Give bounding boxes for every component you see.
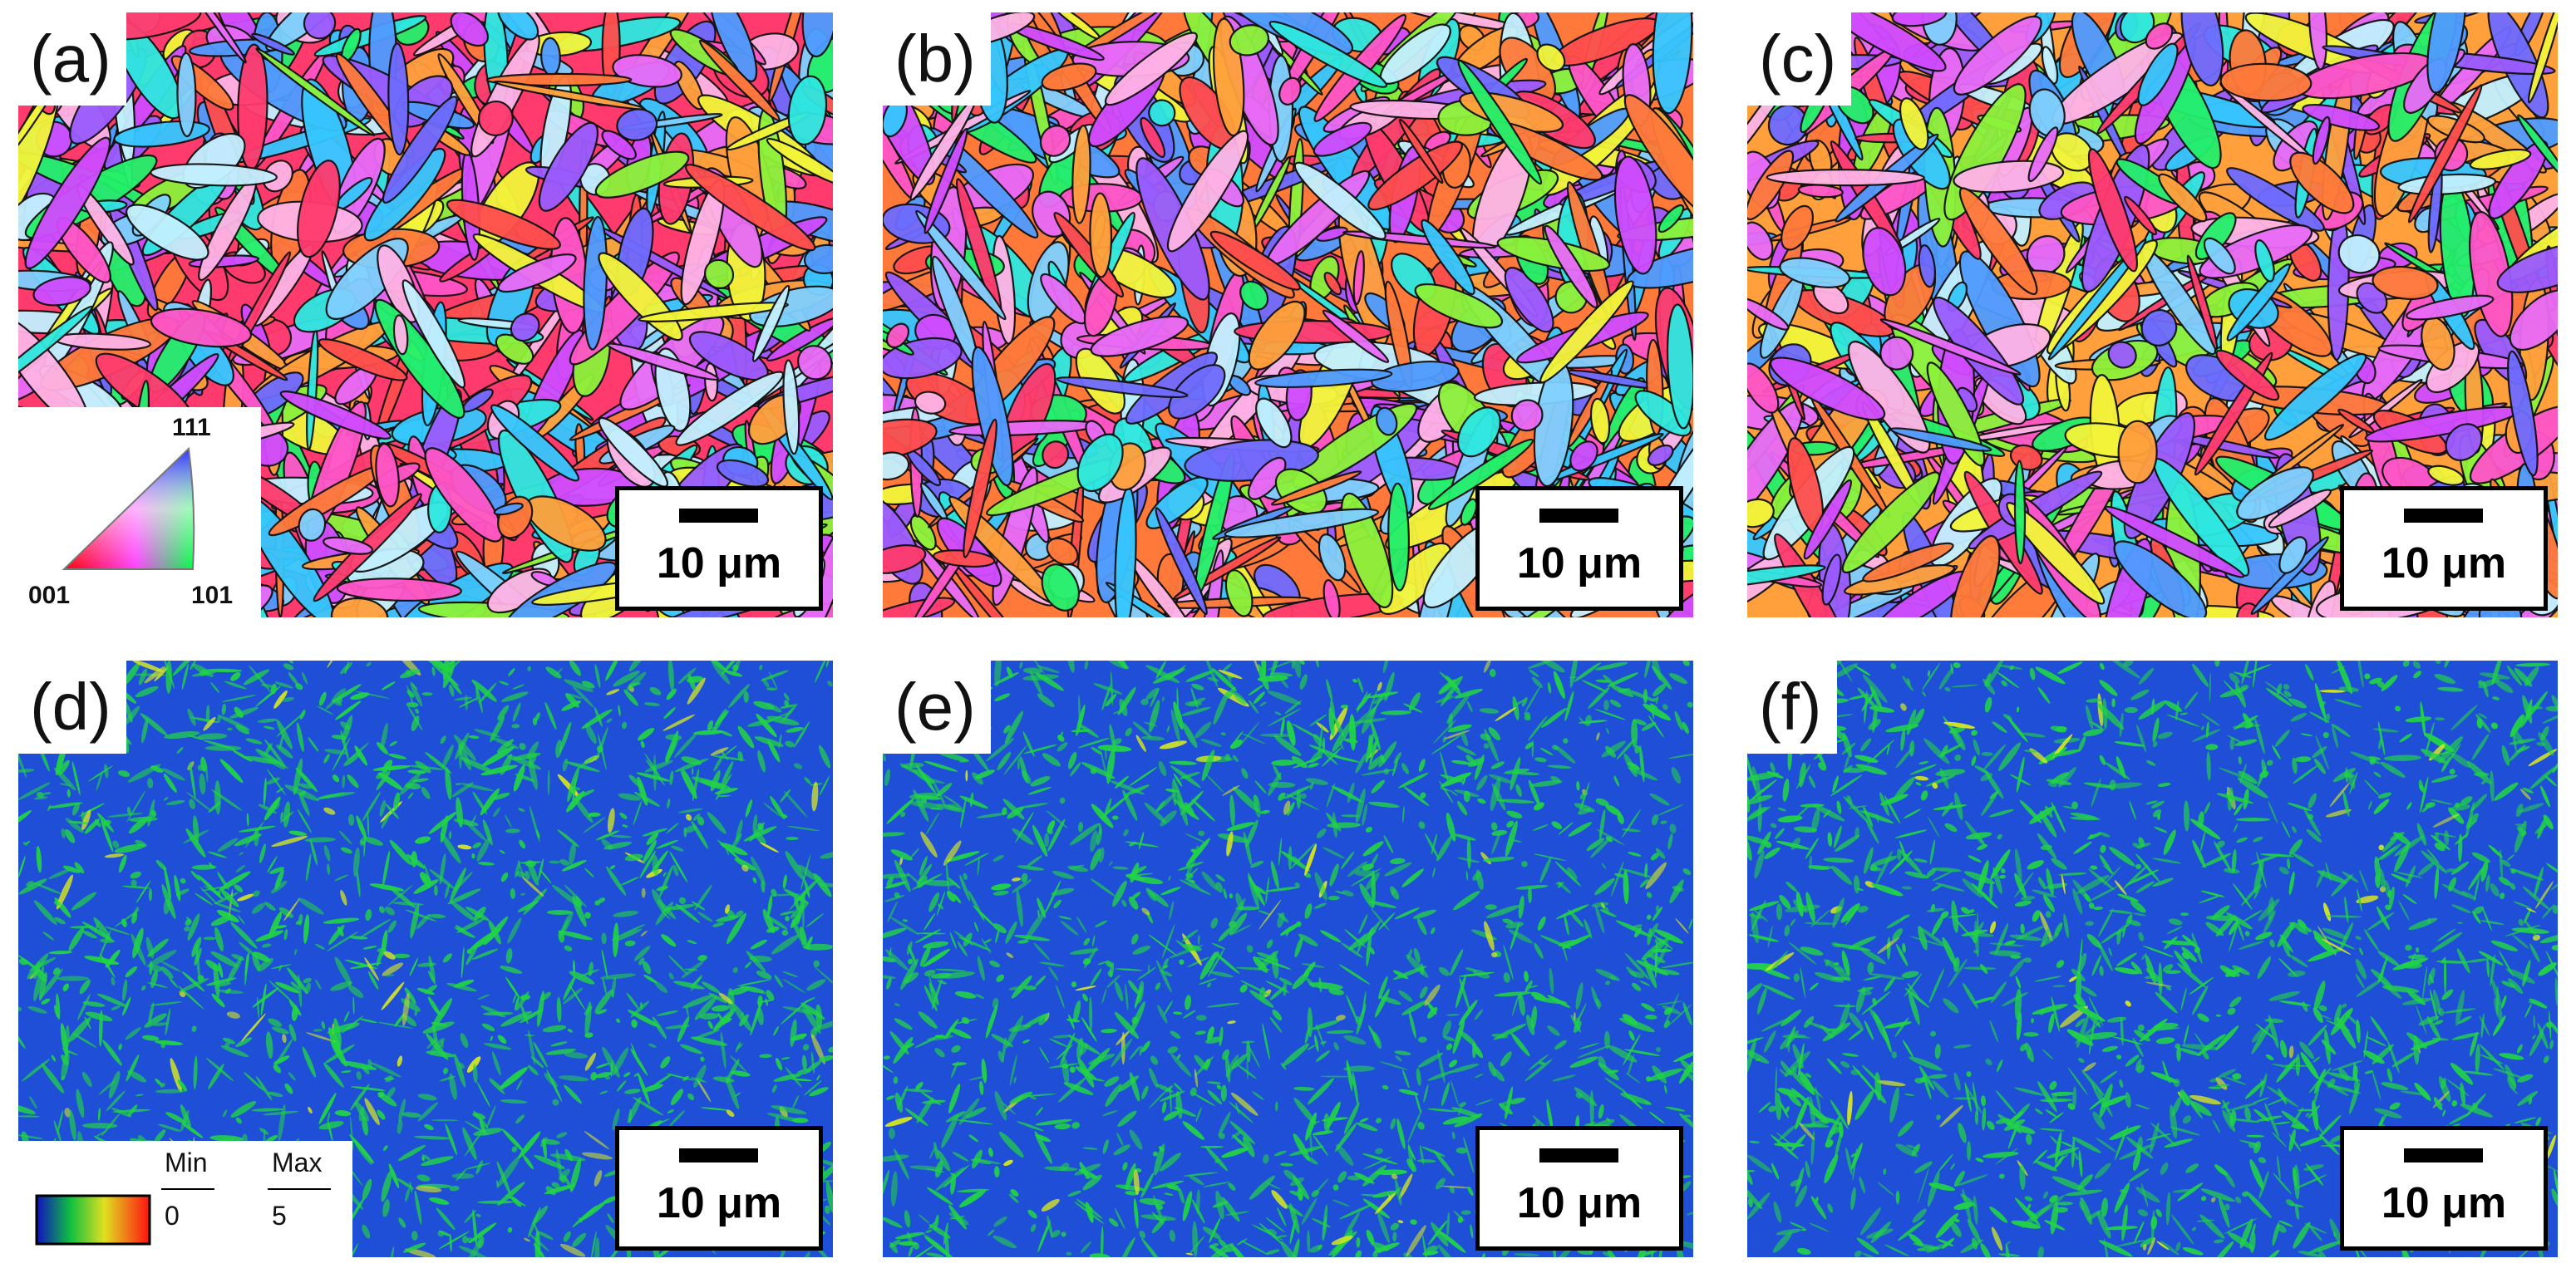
- scale-bar-text-c: 10 μm: [2381, 539, 2507, 587]
- scale-bar-e: 10 μm: [1475, 1126, 1683, 1251]
- ipf-triangle-icon: [62, 446, 195, 570]
- ipf-map-c: (c) 10 μm: [1747, 12, 2558, 617]
- ipf-map-b: (b) 10 μm: [883, 12, 1693, 617]
- kam-max-title: Max: [272, 1148, 323, 1177]
- scale-bar-line-e: [1539, 1148, 1618, 1162]
- ipf-label-001: 001: [28, 582, 71, 609]
- ipf-color-key: 111 001 101: [18, 407, 261, 617]
- scale-bar-line-a: [679, 509, 758, 523]
- kam-map-e-image: [883, 661, 1693, 1257]
- panel-label-f: (f): [1747, 661, 1837, 754]
- ipf-label-101: 101: [191, 582, 234, 609]
- scale-bar-d: 10 μm: [615, 1126, 823, 1251]
- scale-bar-line-d: [679, 1148, 758, 1162]
- ipf-map-c-image: [1747, 12, 2558, 617]
- ipf-label-111: 111: [172, 414, 211, 441]
- panel-label-b: (b): [883, 12, 991, 106]
- scale-bar-text-a: 10 μm: [656, 539, 782, 587]
- scale-bar-line-b: [1539, 509, 1618, 523]
- scale-bar-text-e: 10 μm: [1516, 1179, 1643, 1227]
- panel-label-d: (d): [18, 661, 126, 754]
- scale-bar-f: 10 μm: [2340, 1126, 2548, 1251]
- kam-map-e: (e) 10 μm: [883, 661, 1693, 1257]
- kam-min-title: Min: [165, 1148, 208, 1177]
- kam-map-d: (d) 10 μm Min Max 0 5: [18, 661, 833, 1257]
- kam-color-key: Min Max 0 5: [18, 1141, 352, 1257]
- scale-bar-text-f: 10 μm: [2381, 1179, 2507, 1227]
- scale-bar-text-b: 10 μm: [1516, 539, 1643, 587]
- scale-bar-line-f: [2404, 1148, 2483, 1162]
- panel-label-c: (c): [1747, 12, 1852, 106]
- kam-map-f: (f) 10 μm: [1747, 661, 2558, 1257]
- panel-label-a: (a): [18, 12, 126, 106]
- scale-bar-b: 10 μm: [1475, 486, 1683, 611]
- scale-bar-c: 10 μm: [2340, 486, 2548, 611]
- scale-bar-text-d: 10 μm: [656, 1179, 782, 1227]
- panel-label-e: (e): [883, 661, 991, 754]
- scale-bar-line-c: [2404, 509, 2483, 523]
- scale-bar-a: 10 μm: [615, 486, 823, 611]
- kam-map-f-image: [1747, 661, 2558, 1257]
- kam-max-value: 5: [272, 1201, 287, 1231]
- kam-min-value: 0: [165, 1201, 180, 1231]
- ipf-map-a: (a) 10 μm 111 001 101: [18, 12, 833, 617]
- kam-colorbar-icon: [35, 1188, 331, 1246]
